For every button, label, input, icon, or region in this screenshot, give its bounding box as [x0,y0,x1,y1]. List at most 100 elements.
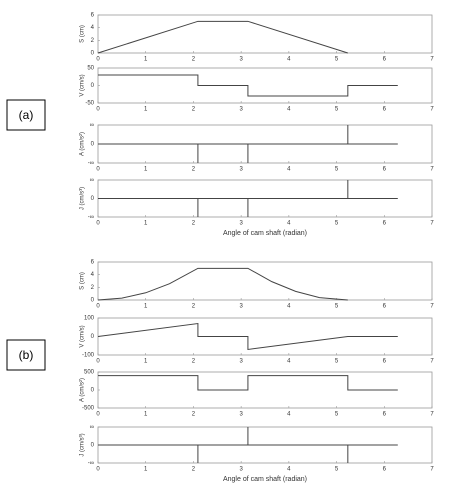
x-tick-label: 2 [192,221,196,227]
x-tick-label: 1 [144,167,148,173]
x-tick-label: 2 [192,467,196,473]
x-tick-label: 6 [383,167,387,173]
x-tick-label: 7 [430,107,434,113]
y-tick-label: 50 [87,66,94,72]
panel-box [6,339,46,371]
y-tick-label: ∞ [90,123,94,129]
x-axis-label: Angle of cam shaft (radian) [223,230,307,237]
y-tick-label: 6 [91,260,95,266]
y-axis-label: J (cm/s³) [80,187,86,210]
x-tick-label: 4 [287,304,291,310]
x-tick-label: 3 [239,412,243,418]
x-tick-label: 3 [239,467,243,473]
x-tick-label: 4 [287,167,291,173]
x-tick-label: 1 [144,57,148,63]
x-tick-label: 5 [335,412,339,418]
y-axis-label: S (cm) [80,25,86,43]
y-axis-label: A (cm/s²) [80,132,86,156]
x-axis-label: Angle of cam shaft (radian) [223,476,307,483]
x-tick-label: 2 [192,107,196,113]
x-tick-label: 1 [144,412,148,418]
data-line [98,74,398,97]
y-axis-label: V (cm/s) [80,74,86,96]
x-tick-label: 2 [192,304,196,310]
x-tick-label: 1 [144,467,148,473]
x-tick-label: 0 [96,107,100,113]
x-tick-label: 0 [96,167,100,173]
x-tick-label: 0 [96,57,100,63]
x-tick-label: 2 [192,167,196,173]
x-tick-label: 3 [239,167,243,173]
data-line [97,322,398,351]
x-tick-label: 4 [287,412,291,418]
x-tick-label: 6 [383,57,387,63]
y-tick-label: -50 [85,101,94,107]
y-tick-label: -∞ [88,461,94,467]
x-tick-label: 1 [144,359,148,365]
x-tick-label: 1 [144,107,148,113]
panel-label: (a) [19,108,34,122]
y-tick-label: 4 [91,272,95,278]
x-tick-label: 5 [335,107,339,113]
data-line [98,427,398,463]
plot-frame [97,14,433,54]
y-tick-label: ∞ [90,425,94,431]
x-tick-label: 7 [430,467,434,473]
y-tick-label: 100 [84,316,95,322]
y-tick-label: -100 [82,353,95,359]
x-tick-label: 5 [335,359,339,365]
x-tick-label: 7 [430,167,434,173]
data-line [98,125,398,163]
x-tick-label: 4 [287,221,291,227]
y-tick-label: 0 [91,142,95,148]
x-tick-label: 4 [287,57,291,63]
x-tick-label: 5 [335,467,339,473]
x-tick-label: 2 [192,57,196,63]
y-tick-label: 0 [91,298,95,304]
x-tick-label: 6 [383,107,387,113]
x-tick-label: 5 [335,221,339,227]
x-tick-label: 4 [287,107,291,113]
x-tick-label: 7 [430,57,434,63]
x-tick-label: 3 [239,359,243,365]
x-tick-label: 3 [239,304,243,310]
data-line [97,20,348,54]
data-line [97,267,348,301]
y-tick-label: 0 [91,443,95,449]
y-tick-label: -500 [82,406,95,412]
x-tick-label: 6 [383,221,387,227]
x-tick-label: 3 [239,57,243,63]
plot-frame [97,261,433,301]
y-tick-label: -∞ [88,215,94,221]
x-tick-label: 0 [96,304,100,310]
x-tick-label: 6 [383,359,387,365]
x-tick-label: 1 [144,304,148,310]
x-tick-label: 6 [383,467,387,473]
y-tick-label: 6 [91,13,95,19]
x-tick-label: 6 [383,304,387,310]
y-axis-label: V (cm/s) [80,325,86,347]
x-tick-label: 3 [239,107,243,113]
y-tick-label: ∞ [90,178,94,184]
x-tick-label: 4 [287,359,291,365]
y-tick-label: 0 [91,388,95,394]
x-tick-label: 2 [192,412,196,418]
panel-box [6,99,46,131]
x-tick-label: 6 [383,412,387,418]
x-tick-label: 0 [96,359,100,365]
y-axis-label: J (cm/s³) [80,433,86,456]
y-axis-label: S (cm) [80,272,86,290]
y-tick-label: 0 [91,196,95,202]
data-line [98,180,398,217]
y-axis-label: A (cm/s²) [80,378,86,402]
x-tick-label: 7 [430,359,434,365]
y-tick-label: 4 [91,25,95,31]
panel-label: (b) [19,348,34,362]
y-tick-label: 0 [91,334,95,340]
x-tick-label: 5 [335,167,339,173]
y-tick-label: 0 [91,83,95,89]
x-tick-label: 5 [335,57,339,63]
y-tick-label: 0 [91,51,95,57]
x-tick-label: 0 [96,467,100,473]
